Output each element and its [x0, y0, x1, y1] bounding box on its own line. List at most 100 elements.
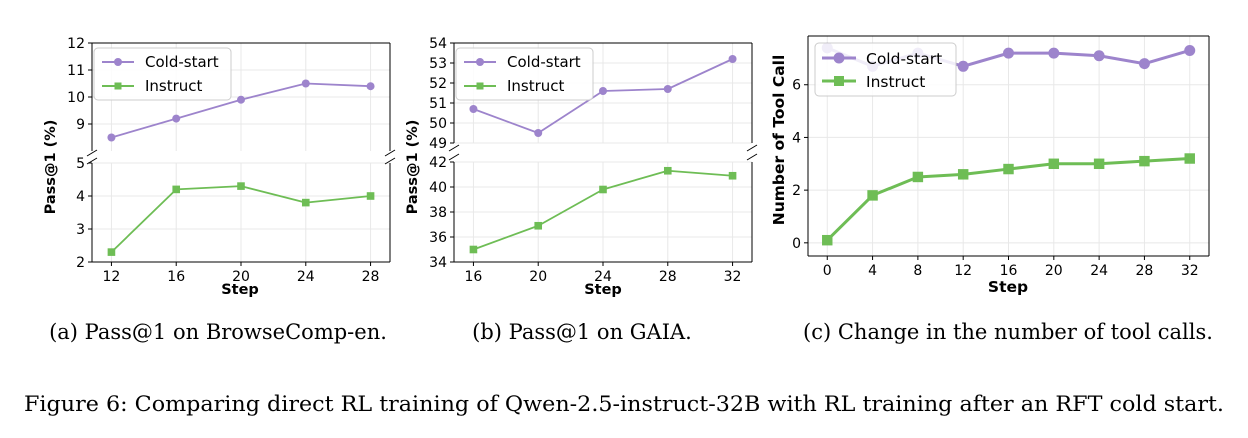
chart-b-cold-start-point [599, 87, 607, 95]
chart-a-break-mark [384, 157, 396, 165]
legend-cold-marker [476, 58, 484, 66]
chart-a-xtick-label: 24 [297, 269, 315, 285]
chart-b-instruct-point [469, 245, 478, 254]
chart-b-instruct-point [663, 166, 672, 175]
chart-a-instruct-point [237, 182, 245, 190]
chart-a-legend: Cold-start Instruct [93, 47, 232, 101]
chart-b-xtick-label: 16 [465, 269, 483, 285]
chart-c-xtick-label: 20 [1045, 263, 1063, 279]
chart-a-xlabel: Step [221, 282, 259, 298]
caption-b: (b) Pass@1 on GAIA. [472, 320, 692, 344]
chart-c-main-ytick-label: 0 [792, 236, 801, 252]
chart-b-ylabel: Pass@1 (%) [405, 120, 421, 215]
chart-a-bottom-ytick-label: 5 [76, 156, 85, 172]
chart-a-cold-start-point [107, 133, 116, 142]
chart-a-cold-start-point [172, 114, 181, 123]
chart-b-break-mark [746, 144, 758, 152]
chart-b-instruct-point [534, 221, 543, 230]
chart-c-instruct-point [1139, 155, 1150, 167]
chart-c-instruct-point [957, 169, 969, 180]
chart-b-break-mark [448, 144, 460, 152]
chart-a-top-ytick-label: 10 [67, 90, 85, 106]
chart-b-top-ytick-label: 54 [429, 36, 447, 52]
chart-c-cold-start-point [957, 60, 969, 72]
caption-c: (c) Change in the number of tool calls. [803, 320, 1213, 344]
chart-b-instruct-point [599, 185, 607, 194]
chart-a-top-ytick-label: 9 [76, 117, 85, 133]
chart-a-break-mark [86, 157, 98, 165]
chart-b-bottom-ytick-label: 38 [429, 205, 447, 221]
chart-a-bottom-ytick-label: 4 [76, 189, 85, 205]
chart-c-main-ytick-label: 6 [792, 78, 801, 94]
chart-c-main-ytick-label: 4 [792, 130, 801, 146]
chart-c-xtick-label: 12 [954, 263, 972, 279]
chart-c-cold-start-point [1003, 47, 1014, 59]
caption-a: (a) Pass@1 on BrowseComp-en. [49, 320, 387, 344]
chart-c-instruct-point [822, 234, 833, 246]
legend-cold-marker [114, 58, 122, 66]
chart-a-cold-start-point [301, 79, 310, 88]
chart-c-instruct-point [1003, 163, 1014, 175]
chart-b-xtick-label: 20 [529, 269, 547, 285]
figure-caption: Figure 6: Comparing direct RL training o… [24, 392, 1224, 416]
chart-c-xtick-label: 8 [913, 263, 922, 279]
chart-c-instruct-point [912, 171, 924, 183]
chart-b-xtick-label: 32 [724, 269, 742, 285]
legend-instruct-label: Instruct [866, 73, 925, 91]
chart-b-xtick-label: 28 [659, 269, 677, 285]
chart-b-bottom-ytick-label: 40 [429, 180, 447, 196]
chart-a-instruct-point [107, 248, 116, 256]
chart-b-bottom-ytick-label: 34 [429, 255, 447, 271]
chart-b-cold-start-point [663, 85, 672, 93]
chart-b-top-ytick-label: 53 [429, 56, 447, 72]
chart-c-instruct-point [1048, 158, 1060, 170]
chart-a-instruct-point [301, 198, 310, 207]
chart-a-xtick-label: 12 [103, 269, 121, 285]
chart-b-cold-start-point [469, 105, 478, 113]
chart-b-xtick-label: 24 [594, 269, 612, 285]
chart-c-xtick-label: 0 [823, 263, 832, 279]
chart-c-xtick-label: 32 [1181, 263, 1199, 279]
chart-b-cold-start-point [728, 55, 737, 63]
legend-instruct-marker [476, 82, 484, 90]
chart-a-instruct-point [366, 192, 375, 200]
chart-a-cold-start-point [366, 82, 375, 91]
chart-a-break-mark [384, 149, 396, 157]
chart-c-xlabel: Step [988, 278, 1028, 296]
chart-b-instruct-point [728, 171, 737, 180]
chart-a-xtick-label: 20 [232, 269, 250, 285]
chart-c-instruct-point [1184, 153, 1195, 164]
chart-b: 49 50 51 52 53 54 34 36 38 40 42 16 20 24 28 32 Step Pa… [405, 36, 758, 298]
chart-a-ylabel: Pass@1 (%) [43, 120, 59, 215]
chart-b-top-ytick-label: 50 [429, 116, 447, 132]
chart-c-legend: Cold-start Instruct [814, 42, 957, 97]
chart-c-cold-start-point [1093, 50, 1105, 62]
chart-c-xtick-label: 28 [1136, 263, 1154, 279]
chart-c-ylabel: Number of Tool Call [770, 55, 788, 226]
chart-b-legend: Cold-start Instruct [455, 47, 594, 101]
chart-a-xtick-label: 28 [362, 269, 380, 285]
chart-b-top-ytick-label: 51 [429, 96, 447, 112]
chart-c-xtick-label: 4 [868, 263, 877, 279]
chart-a-cold-start-point [237, 95, 245, 104]
legend-cold-marker [833, 52, 845, 64]
chart-b-break-mark [746, 153, 758, 161]
chart-c-instruct-point [1093, 158, 1105, 170]
chart-b-bottom-ytick-label: 42 [429, 155, 447, 171]
chart-a-bottom-ytick-label: 2 [76, 255, 85, 271]
chart-a-xtick-label: 16 [167, 269, 185, 285]
legend-instruct-label: Instruct [507, 77, 565, 95]
chart-a-break-mark [86, 149, 98, 157]
chart-c-cold-start-point [1138, 58, 1150, 70]
chart-c-xtick-label: 24 [1090, 263, 1108, 279]
chart-a-top-ytick-label: 11 [67, 63, 85, 79]
chart-c-main-ytick-label: 2 [792, 183, 801, 199]
chart-b-top-ytick-label: 52 [429, 76, 447, 92]
chart-a-top-ytick-label: 12 [67, 36, 85, 52]
legend-cold-label: Cold-start [507, 53, 581, 71]
chart-b-bottom-ytick-label: 36 [429, 230, 447, 246]
chart-a: 9 10 11 12 2 3 4 5 12 16 20 24 28 Step Pass@1 (%) Co… [43, 36, 396, 298]
chart-c-instruct-point [867, 190, 878, 201]
